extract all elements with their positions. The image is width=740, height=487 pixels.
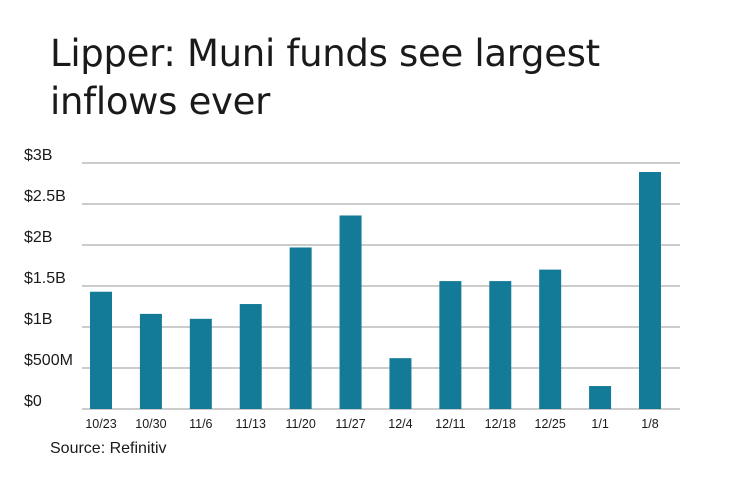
x-tick-label: 11/6 bbox=[189, 417, 212, 431]
x-tick-label: 11/27 bbox=[335, 417, 365, 431]
y-tick-label: $0 bbox=[24, 393, 42, 410]
y-tick-label: $500M bbox=[24, 352, 73, 369]
y-tick-label: $1.5B bbox=[24, 270, 66, 287]
bars bbox=[90, 172, 661, 409]
x-tick-label: 10/23 bbox=[85, 417, 116, 431]
bar bbox=[90, 291, 112, 409]
bar bbox=[289, 247, 312, 409]
x-tick-label: 11/13 bbox=[236, 417, 266, 431]
y-tick-label: $1B bbox=[24, 311, 52, 328]
x-tick-label: 10/30 bbox=[135, 417, 166, 431]
y-axis-tick-labels: $0 $500M $1B $1.5B $2B $2.5B $3B bbox=[24, 147, 73, 410]
bar bbox=[189, 318, 212, 409]
x-tick-label: 12/11 bbox=[435, 417, 465, 431]
bar bbox=[639, 172, 661, 409]
bar bbox=[339, 215, 362, 409]
chart-title: Lipper: Muni funds see largest inflows e… bbox=[50, 32, 600, 123]
bar bbox=[489, 281, 512, 409]
x-tick-label: 12/18 bbox=[485, 417, 516, 431]
bar bbox=[139, 313, 162, 409]
x-tick-label: 12/25 bbox=[535, 417, 566, 431]
y-tick-label: $2B bbox=[24, 229, 52, 246]
bar bbox=[589, 386, 612, 409]
x-tick-label: 11/20 bbox=[285, 417, 315, 431]
bar bbox=[439, 281, 462, 409]
y-tick-label: $2.5B bbox=[24, 188, 66, 205]
x-tick-label: 12/4 bbox=[388, 417, 412, 431]
x-tick-label: 1/1 bbox=[591, 417, 608, 431]
source-note: Source: Refinitiv bbox=[50, 440, 167, 457]
gridlines bbox=[82, 162, 680, 410]
y-tick-label: $3B bbox=[24, 147, 52, 164]
x-axis-tick-labels: 10/23 10/30 11/6 11/13 11/20 11/27 12/4 12/11 12… bbox=[85, 417, 658, 431]
bar bbox=[539, 269, 562, 409]
bar bbox=[389, 358, 412, 409]
x-tick-label: 1/8 bbox=[641, 417, 658, 431]
bar bbox=[239, 304, 262, 409]
